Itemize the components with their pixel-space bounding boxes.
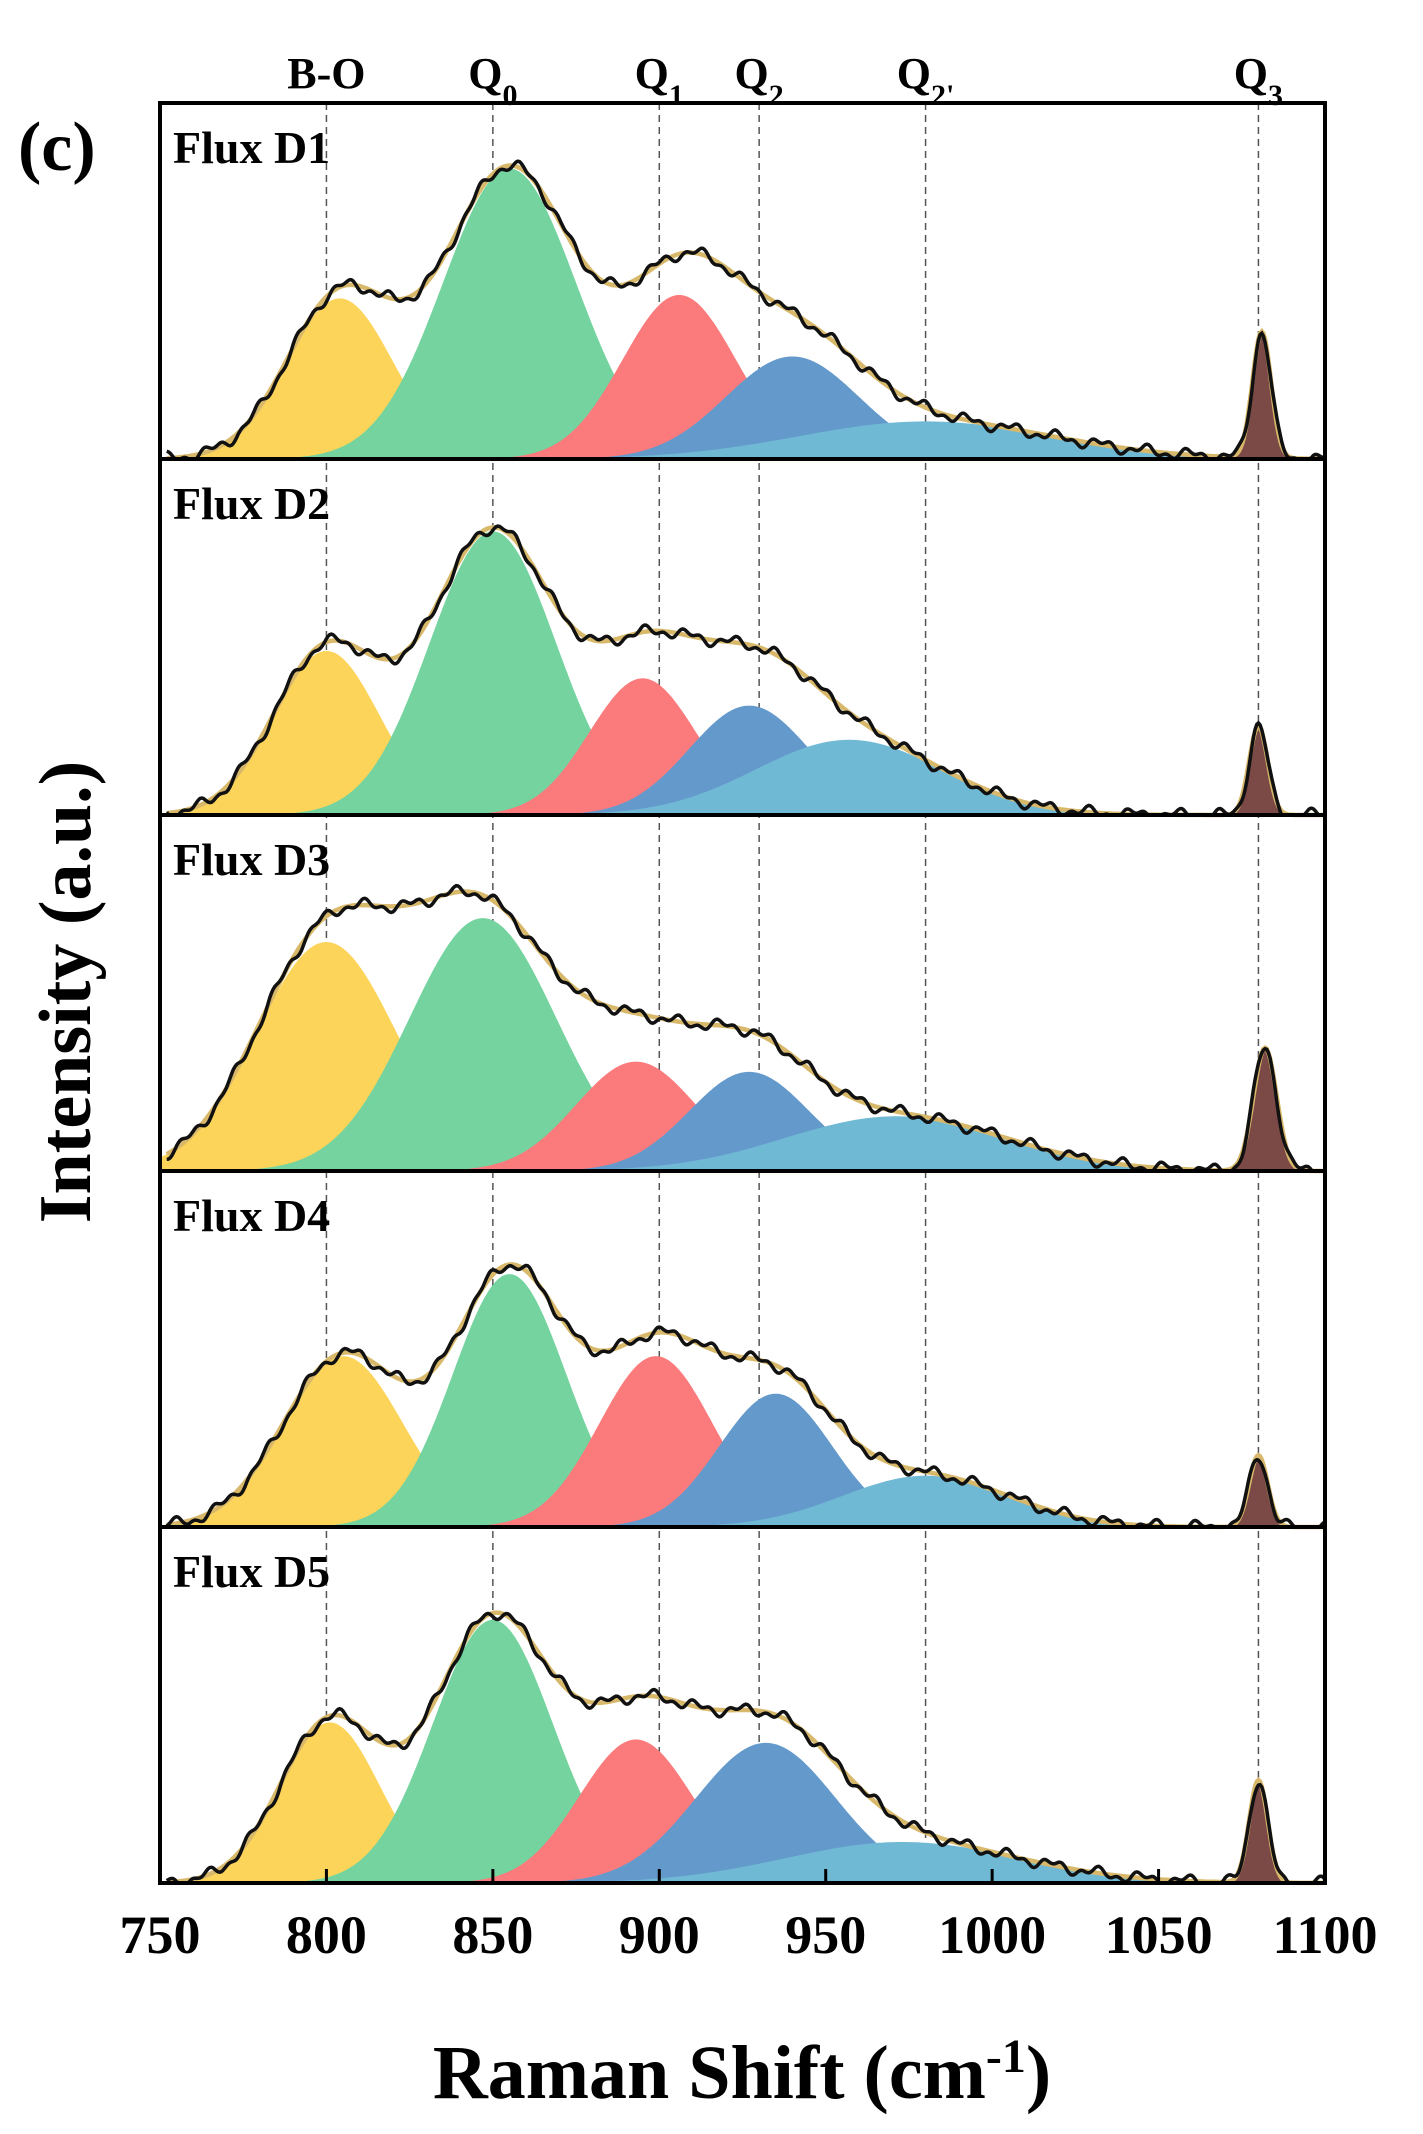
peak-q2 (577, 1393, 974, 1527)
peak-q1 (437, 1739, 834, 1883)
measured-spectrum-line (165, 1611, 1327, 1885)
peak-q2 (559, 356, 1026, 459)
plot-frame (158, 101, 1327, 1885)
x-tick-label: 850 (452, 1905, 533, 1965)
panel-4: Flux D4 (160, 1169, 1326, 1530)
peak-q1 (426, 1061, 846, 1171)
x-tick-label: 800 (286, 1905, 367, 1965)
peak-q2p (634, 1475, 1217, 1527)
panel-5: Flux D5 (160, 1525, 1327, 1886)
panel-3: Flux D3 (160, 813, 1325, 1174)
peak-q2p (494, 1842, 1310, 1883)
peak-q0 (283, 1619, 703, 1883)
x-axis-ticks: 750 800 850 900 950 1000 1050 1100 (120, 1869, 1378, 1965)
peak-q0 (271, 531, 715, 815)
x-axis-label: Raman Shift (cm-1) (433, 2030, 1051, 2116)
measured-spectrum-line (165, 524, 1325, 817)
peak-b-o (160, 1356, 553, 1527)
panel-name: Flux D3 (173, 834, 330, 885)
spectra-panels: Flux D1 Flux D2 Flux D3 Flux D4 Flux D5 (160, 122, 1327, 1886)
peak-q3 (1225, 1455, 1291, 1527)
peak-q2 (521, 1742, 1011, 1883)
panel-name: Flux D5 (173, 1546, 330, 1597)
peak-q0 (276, 168, 743, 459)
reference-line-label: Q0 (468, 49, 517, 112)
peak-q3 (1225, 726, 1291, 815)
peak-q2p (522, 739, 1176, 815)
x-tick-label: 1000 (938, 1905, 1046, 1965)
peak-q2 (539, 705, 959, 815)
peak-q0 (311, 1274, 708, 1527)
reference-line-label: Q3 (1234, 49, 1283, 112)
peak-b-o (160, 1722, 505, 1883)
peak-q1 (456, 678, 829, 815)
measured-spectrum-line (166, 883, 1325, 1173)
peak-q2 (539, 1071, 959, 1171)
peak-q3 (1225, 1780, 1291, 1883)
peak-q3 (1229, 332, 1295, 459)
peak-q0 (226, 918, 740, 1171)
x-tick-label: 1100 (1272, 1905, 1377, 1965)
peak-q3 (1224, 1048, 1306, 1171)
x-tick-label: 750 (120, 1905, 201, 1965)
reference-line-label: Q2 (735, 49, 784, 112)
peak-q1 (481, 295, 878, 459)
reference-line-label: B-O (287, 49, 365, 98)
panel-name: Flux D1 (173, 122, 330, 173)
panel-name: Flux D4 (173, 1190, 330, 1241)
peak-q2p (511, 1116, 1281, 1171)
peak-q1 (457, 1356, 854, 1527)
measured-spectrum-line (166, 159, 1326, 461)
x-tick-label: 900 (619, 1905, 700, 1965)
panel-1: Flux D1 (160, 122, 1326, 461)
x-tick-label: 950 (785, 1905, 866, 1965)
panel-label: (c) (18, 109, 96, 186)
y-axis-label: Intensity (a.u.) (25, 761, 107, 1224)
peak-b-o (160, 942, 572, 1171)
panel-2: Flux D2 (160, 457, 1325, 818)
panel-name: Flux D2 (173, 478, 330, 529)
x-tick-label: 1050 (1105, 1905, 1213, 1965)
peak-b-o (160, 651, 513, 815)
